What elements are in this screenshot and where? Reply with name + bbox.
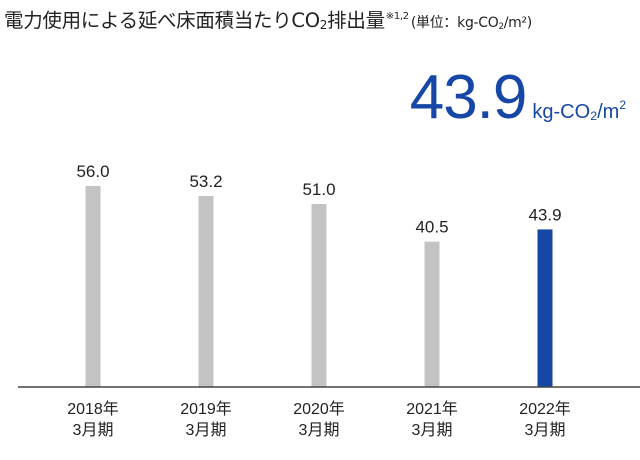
- highlight-unit: kg-CO2/m2: [532, 98, 626, 123]
- title-unit: (単位：kg-CO2/m²): [411, 15, 532, 31]
- value-label-2: 51.0: [302, 180, 335, 199]
- highlight-unit-prefix: kg-CO: [532, 101, 591, 123]
- value-label-4: 43.9: [528, 205, 561, 224]
- value-label-3: 40.5: [415, 218, 448, 237]
- category-label-2-line-0: 2020年: [293, 400, 345, 418]
- value-label-0: 56.0: [76, 162, 109, 181]
- highlight-unit-superscript: 2: [619, 98, 626, 112]
- category-label-3-line-0: 2021年: [406, 400, 458, 418]
- bar-3: [424, 241, 440, 387]
- category-label-3-line-1: 3月期: [412, 421, 453, 439]
- bar-0: [85, 186, 101, 387]
- title-main: 電力使用による延べ床面積当たりCO: [4, 9, 320, 32]
- category-label-0-line-0: 2018年: [67, 400, 119, 418]
- category-label-1-line-0: 2019年: [180, 400, 232, 418]
- bars-group: [85, 186, 553, 387]
- category-label-1-line-1: 3月期: [186, 421, 227, 439]
- title-footnote-marker: ※1,2: [385, 11, 409, 22]
- bar-1: [198, 196, 214, 387]
- title-unit-subscript: 2: [498, 22, 504, 32]
- category-label-4-line-0: 2022年: [519, 400, 571, 418]
- chart-title: 電力使用による延べ床面積当たりCO2排出量※1,2 (単位：kg-CO2/m²): [4, 4, 532, 33]
- title-suffix: 排出量: [327, 9, 385, 32]
- bar-4: [537, 229, 553, 387]
- highlight-value: 43.9: [409, 63, 528, 132]
- highlight-unit-subscript: 2: [590, 109, 598, 123]
- highlight-unit-mid: /m: [597, 101, 620, 123]
- category-label-0-line-1: 3月期: [73, 421, 114, 439]
- category-label-4-line-1: 3月期: [525, 421, 566, 439]
- labels-group: 56.0 2018年 3月期 53.2 2019年 3月期 51.0 2020年 3月期 40.5…: [67, 162, 571, 439]
- title-unit-prefix: (単位：kg-CO: [410, 15, 499, 31]
- highlight-value-callout: 43.9 kg-CO2/m2: [410, 62, 626, 133]
- value-label-1: 53.2: [189, 172, 222, 191]
- title-subscript: 2: [319, 18, 328, 32]
- title-unit-suffix: /m²): [503, 15, 533, 31]
- bar-2: [311, 203, 327, 387]
- category-label-2-line-1: 3月期: [299, 421, 340, 439]
